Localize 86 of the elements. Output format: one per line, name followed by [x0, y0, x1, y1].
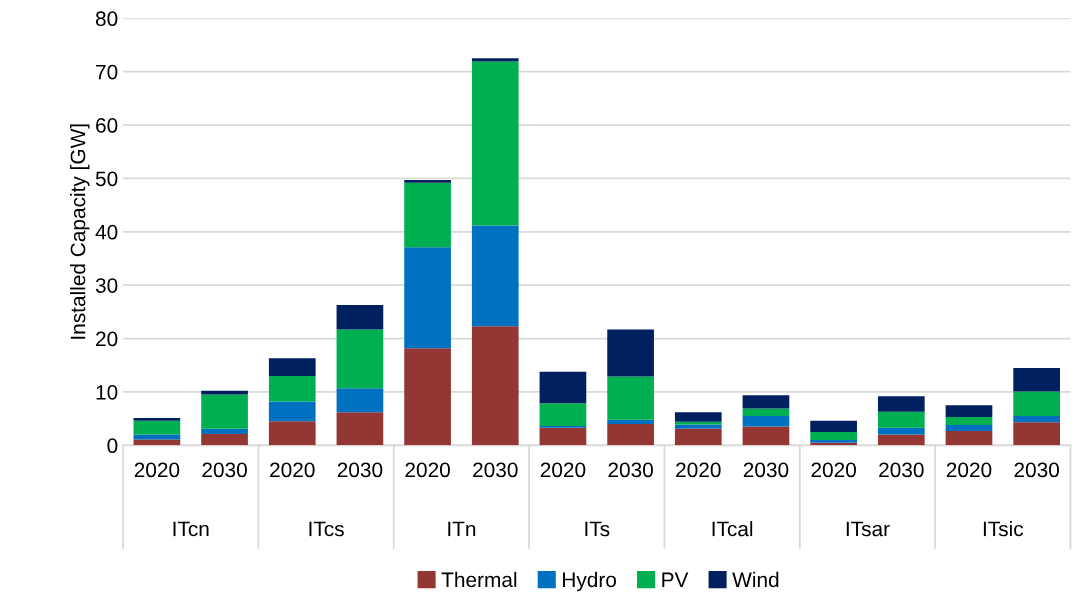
bar	[877, 434, 925, 446]
text: ITcs	[309, 521, 344, 537]
bar	[945, 417, 993, 426]
bar	[201, 394, 248, 429]
bar	[674, 412, 722, 422]
bar	[742, 395, 790, 409]
x-tick-label: 2030	[743, 462, 789, 478]
bar	[268, 358, 316, 376]
y-tick-label: 80	[95, 11, 118, 27]
x-tick-label: 2020	[270, 462, 315, 478]
bar	[201, 428, 248, 435]
x-tick-label: 2030	[1014, 462, 1060, 478]
bar	[471, 225, 519, 327]
bar	[404, 180, 451, 183]
y-tick-label: 0	[107, 438, 118, 454]
bar	[674, 428, 722, 446]
bar	[404, 348, 451, 446]
text: ITcal	[712, 520, 753, 537]
bar	[1013, 415, 1060, 423]
bar	[945, 430, 993, 446]
bar	[133, 420, 181, 435]
bar	[336, 412, 384, 446]
bar	[133, 418, 181, 421]
bar	[742, 415, 790, 427]
bar	[539, 371, 587, 404]
bar	[674, 424, 722, 429]
bar	[1013, 367, 1060, 392]
x-tick-label: 2020	[811, 462, 856, 478]
text: ITs	[585, 521, 610, 537]
bar	[607, 419, 654, 424]
y-tick-label: 20	[96, 331, 118, 347]
legend-label: Wind	[732, 571, 779, 588]
x-tick-label: 2030	[608, 462, 653, 478]
x-tick-label: 2020	[676, 462, 721, 478]
bar	[877, 427, 925, 435]
x-tick-label: 2030	[473, 462, 518, 478]
bar	[268, 375, 316, 402]
bar	[945, 405, 993, 418]
bar	[877, 396, 925, 412]
x-tick-label: 2020	[946, 462, 992, 478]
bar	[201, 434, 248, 446]
y-tick-label: 50	[95, 171, 118, 187]
text: ITsar	[846, 521, 890, 537]
x-tick-label: 2030	[879, 462, 924, 478]
bar	[1013, 391, 1060, 416]
y-tick-label: 10	[96, 384, 118, 400]
y-tick-label: 60	[96, 118, 118, 133]
x-tick-label: 2020	[134, 462, 180, 478]
bar	[336, 304, 384, 330]
bar	[1013, 422, 1060, 446]
bar	[607, 329, 654, 377]
bar	[336, 388, 384, 413]
bar	[201, 390, 248, 395]
bar	[133, 439, 181, 446]
y-tick-label: 30	[95, 278, 118, 293]
legend-label: PV	[662, 572, 689, 587]
bar	[471, 61, 519, 226]
bar	[336, 329, 384, 389]
bar	[945, 425, 993, 431]
y-tick-label: 70	[96, 64, 118, 80]
y-axis-title: Installed Capacity [GW]	[70, 124, 90, 339]
bar	[742, 426, 790, 446]
bar	[607, 376, 654, 420]
bar	[539, 427, 587, 446]
bar	[810, 420, 857, 432]
bar	[810, 431, 857, 440]
x-tick-label: 2030	[202, 462, 247, 478]
bar	[404, 247, 451, 349]
legend-label: Hydro	[563, 571, 617, 592]
x-tick-label: 2030	[337, 462, 383, 478]
y-tick-label: 40	[95, 224, 118, 240]
bar	[471, 326, 519, 446]
bar	[404, 182, 451, 248]
bar	[268, 401, 316, 422]
bar	[268, 421, 316, 446]
bar	[539, 403, 587, 427]
text: ITcn	[173, 521, 209, 537]
bar	[877, 411, 925, 428]
text: ITsic	[983, 520, 1024, 537]
legend-label: Thermal	[441, 571, 517, 588]
x-tick-label: 2020	[540, 462, 586, 478]
bar	[607, 423, 654, 446]
bar	[742, 408, 790, 416]
bar	[471, 58, 519, 62]
text: ITn	[448, 521, 476, 537]
x-tick-label: 2020	[405, 462, 450, 478]
